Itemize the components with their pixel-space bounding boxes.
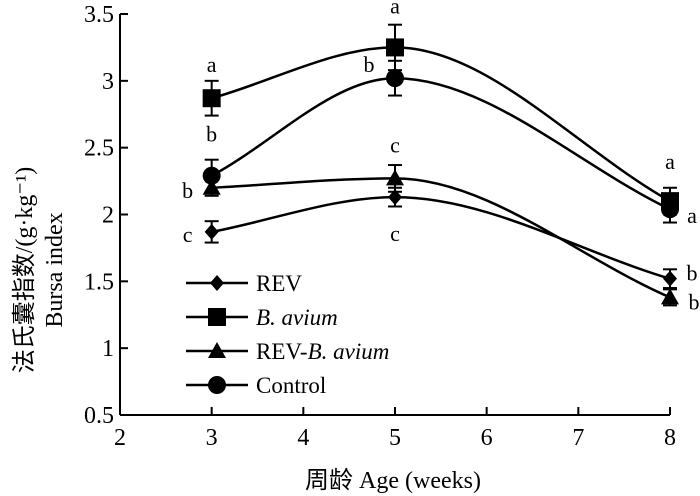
data-point-diamond: [388, 189, 402, 206]
data-point-circle: [386, 69, 404, 88]
y-tick-label: 3: [102, 69, 114, 95]
y-tick-label: 1: [102, 336, 114, 362]
data-point-circle: [661, 200, 679, 219]
legend-marker-square: [208, 308, 226, 326]
data-point-triangle: [386, 169, 404, 186]
data-point-diamond: [204, 223, 219, 240]
data-point-diamond: [663, 270, 677, 287]
legend-label-part: B. avium: [256, 305, 338, 330]
significance-letter: a: [665, 149, 675, 174]
x-tick-label: 4: [297, 425, 309, 451]
data-point-square: [386, 38, 404, 57]
y-tick-label: 1.5: [84, 269, 114, 295]
legend-label: B. avium: [256, 305, 338, 330]
y-tick-label: 2: [102, 203, 114, 229]
legend-label: REV: [256, 271, 302, 296]
legend-label: Control: [256, 373, 326, 398]
legend-item: Control: [186, 373, 326, 398]
y-tick-label: 3.5: [84, 2, 114, 28]
legend-item: REV: [186, 271, 302, 296]
significance-letter: a: [207, 52, 217, 77]
series-line-3: [211, 76, 671, 211]
significance-letter: a: [687, 203, 697, 228]
significance-letter: b: [689, 289, 700, 314]
y-axis-title-en: Bursa index: [42, 212, 68, 327]
legend-item: B. avium: [186, 305, 338, 330]
y-tick-label: 2.5: [84, 136, 114, 162]
legend-label-part: REV: [256, 271, 302, 296]
data-point-triangle: [661, 288, 679, 305]
x-tick-label: 3: [206, 425, 218, 451]
series-line-0: [211, 195, 671, 280]
significance-letter: c: [183, 222, 193, 247]
significance-letter: b: [687, 261, 698, 286]
x-tick-label: 2: [114, 425, 126, 451]
x-tick-label: 6: [481, 425, 493, 451]
significance-letter: b: [182, 178, 193, 203]
axes: 2 3 4 5 6 7 8 0.5 1 1.5 2 2.5 3 3.5: [84, 2, 676, 451]
x-axis-title: 周龄 Age (weeks): [305, 467, 481, 494]
legend-label-part: B. avium: [308, 339, 390, 364]
y-axis-title-cn: 法氏囊指数/(g·kg⁻¹): [11, 167, 38, 374]
data-point-square: [202, 89, 221, 108]
significance-letter: c: [390, 221, 400, 246]
significance-letter: b: [206, 122, 217, 147]
series-line-1: [211, 46, 671, 203]
legend-label-part: Control: [256, 373, 326, 398]
x-tick-label: 7: [572, 425, 584, 451]
series-line-2: [211, 177, 671, 299]
series-curves: [211, 46, 671, 299]
significance-letter: a: [390, 0, 400, 18]
legend-marker-diamond: [210, 275, 224, 291]
legend-label-part: REV-: [256, 339, 308, 364]
data-point-circle: [202, 166, 221, 185]
y-axis-title: 法氏囊指数/(g·kg⁻¹) Bursa index: [11, 167, 68, 374]
x-tick-label: 8: [664, 425, 676, 451]
legend-label: REV-B. avium: [256, 339, 389, 364]
legend-marker-circle: [208, 376, 226, 394]
y-tick-label: 0.5: [84, 403, 114, 429]
significance-letter: c: [390, 132, 400, 157]
series-markers: [202, 23, 679, 307]
significance-letter: b: [364, 52, 375, 77]
legend-item: REV-B. avium: [186, 339, 389, 364]
x-tick-label: 5: [389, 425, 401, 451]
legend-marker-triangle: [208, 342, 226, 358]
